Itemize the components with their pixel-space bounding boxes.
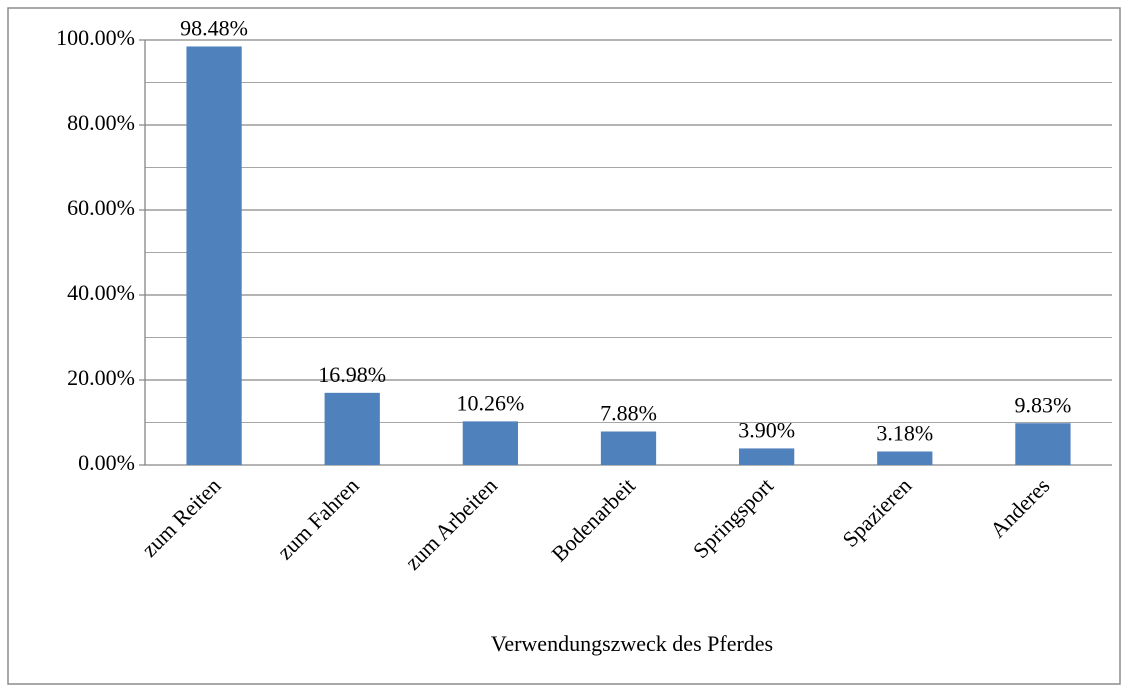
bar xyxy=(186,46,242,466)
y-tick-label: 100.00% xyxy=(56,25,135,50)
x-axis-title: Verwendungszweck des Pferdes xyxy=(491,631,773,656)
data-label: 3.18% xyxy=(876,421,933,446)
y-tick-label: 80.00% xyxy=(67,110,135,135)
bar xyxy=(462,421,518,465)
data-label: 7.88% xyxy=(600,401,657,426)
data-label: 16.98% xyxy=(318,362,386,387)
bar xyxy=(1015,423,1071,465)
y-tick-label: 40.00% xyxy=(67,280,135,305)
y-tick-label: 0.00% xyxy=(78,450,135,475)
chart-frame xyxy=(7,7,1121,685)
data-label: 98.48% xyxy=(180,16,248,41)
bar xyxy=(739,448,795,465)
bar xyxy=(877,451,933,465)
data-label: 9.83% xyxy=(1015,392,1072,417)
y-tick-label: 20.00% xyxy=(67,365,135,390)
data-label: 3.90% xyxy=(738,417,795,442)
bar xyxy=(324,392,380,465)
y-tick-label: 60.00% xyxy=(67,195,135,220)
bar xyxy=(600,431,657,465)
data-label: 10.26% xyxy=(456,390,524,415)
